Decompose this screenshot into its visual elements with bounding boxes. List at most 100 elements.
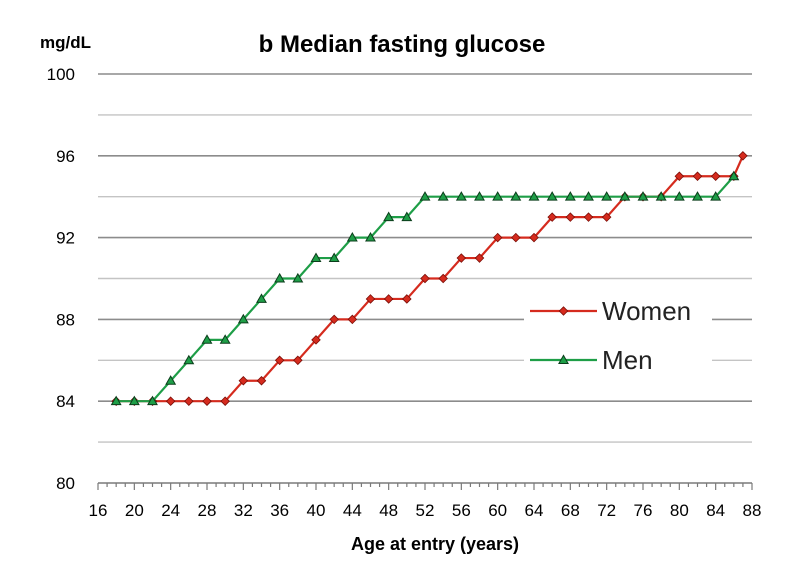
men-point xyxy=(183,354,195,365)
x-tick-label: 44 xyxy=(343,501,362,520)
y-tick-label: 84 xyxy=(56,392,75,411)
x-tick-label: 64 xyxy=(525,501,544,520)
legend-men-marker xyxy=(558,354,569,364)
men-point xyxy=(673,191,685,201)
x-axis: 16 20 24 28 32 36 40 44 48 52 56 60 64 68 72 76 80 84 88 xyxy=(89,482,762,520)
x-tick-label: 68 xyxy=(561,501,580,520)
legend-women-marker xyxy=(558,306,569,316)
women-point xyxy=(738,151,748,161)
women-point xyxy=(529,232,539,243)
x-tick-label: 80 xyxy=(670,501,689,520)
men-point xyxy=(637,191,649,201)
women-point xyxy=(165,396,176,406)
women-point xyxy=(456,253,467,263)
women-point xyxy=(383,294,394,304)
men-point xyxy=(328,252,340,262)
men-point xyxy=(437,191,449,201)
x-tick-label: 88 xyxy=(743,501,762,520)
chart-title: b Median fasting glucose xyxy=(259,31,546,58)
x-tick-label: 40 xyxy=(307,501,326,520)
legend: Women Men xyxy=(524,288,712,378)
men-point xyxy=(546,191,558,201)
men-point xyxy=(492,191,504,201)
x-axis-label: Age at entry (years) xyxy=(351,534,519,554)
men-point xyxy=(147,395,158,406)
men-point xyxy=(474,191,485,201)
men-point xyxy=(201,334,213,344)
women-point xyxy=(347,314,358,325)
men-point xyxy=(292,272,304,283)
men-point xyxy=(219,334,231,344)
x-tick-label: 52 xyxy=(416,501,435,520)
men-point xyxy=(237,313,249,324)
women-point xyxy=(438,273,448,284)
women-point xyxy=(474,253,485,263)
men-point xyxy=(346,231,358,242)
x-tick-label: 36 xyxy=(270,501,289,520)
men-point xyxy=(365,231,376,242)
women-point xyxy=(365,294,376,304)
y-tick-label: 88 xyxy=(56,310,75,329)
men-point xyxy=(528,191,540,201)
men-point xyxy=(383,211,395,222)
y-tick-label: 80 xyxy=(56,474,75,493)
men-point xyxy=(655,191,667,201)
women-point xyxy=(184,396,194,406)
women-point xyxy=(674,171,685,182)
women-point xyxy=(601,212,612,222)
women-point xyxy=(402,294,412,304)
x-tick-label: 56 xyxy=(452,501,471,520)
women-point xyxy=(202,396,212,406)
men-point xyxy=(728,170,740,181)
men-point xyxy=(401,211,413,222)
x-tick-label: 32 xyxy=(234,501,253,520)
women-point xyxy=(420,273,430,284)
women-point xyxy=(565,212,576,222)
men-point xyxy=(274,272,286,283)
x-tick-label: 20 xyxy=(125,501,144,520)
legend-women-label: Women xyxy=(602,296,691,326)
y-tick-labels: 80 84 88 92 96 100 xyxy=(47,65,75,493)
women-point xyxy=(692,171,703,182)
y-tick-label: 92 xyxy=(56,229,75,248)
men-point xyxy=(619,191,631,201)
y-axis-unit-label: mg/dL xyxy=(40,33,91,52)
x-tick-label: 84 xyxy=(706,501,725,520)
y-tick-label: 100 xyxy=(47,65,75,84)
x-tick-label: 60 xyxy=(488,501,507,520)
x-tick-label: 48 xyxy=(379,501,398,520)
x-tick-label: 24 xyxy=(161,501,180,520)
men-point xyxy=(110,395,122,406)
women-point xyxy=(329,314,339,325)
x-tick-label: 28 xyxy=(198,501,217,520)
women-point xyxy=(274,355,285,366)
women-point xyxy=(238,375,249,386)
men-point xyxy=(419,191,431,201)
legend-background xyxy=(524,288,712,378)
x-tick-label: 72 xyxy=(597,501,616,520)
y-tick-label: 96 xyxy=(56,147,75,166)
men-point xyxy=(583,191,594,201)
women-point xyxy=(311,335,321,345)
women-point xyxy=(256,375,267,386)
men-point xyxy=(310,252,322,262)
men-point xyxy=(601,191,613,201)
women-point xyxy=(220,396,230,406)
women-point xyxy=(492,232,503,243)
men-point xyxy=(165,375,177,385)
grid xyxy=(98,73,752,443)
women-point xyxy=(583,212,594,222)
women-point xyxy=(547,212,557,222)
series-men xyxy=(110,170,740,406)
women-point xyxy=(710,171,721,182)
women-point xyxy=(293,355,303,366)
legend-men-label: Men xyxy=(602,345,653,375)
x-tick-label: 16 xyxy=(89,501,108,520)
men-point xyxy=(455,191,467,201)
men-point xyxy=(510,191,522,201)
men-point xyxy=(128,395,140,406)
men-point xyxy=(256,293,267,303)
women-point xyxy=(511,232,521,243)
